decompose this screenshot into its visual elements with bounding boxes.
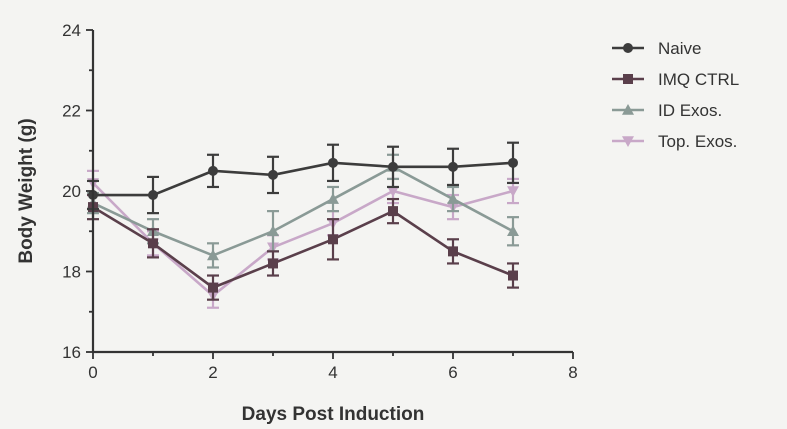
- x-tick-label: 4: [328, 363, 337, 382]
- x-tick-label: 6: [448, 363, 457, 382]
- data-point: [507, 186, 519, 197]
- data-point: [387, 186, 399, 197]
- legend-item-id-exos: ID Exos.: [612, 101, 722, 120]
- data-point: [507, 225, 519, 237]
- data-point: [207, 249, 219, 261]
- data-point: [267, 225, 279, 237]
- y-tick-label: 16: [62, 343, 81, 362]
- series-line: [93, 161, 514, 197]
- y-tick-label: 24: [62, 21, 81, 40]
- legend-label: IMQ CTRL: [658, 70, 739, 89]
- plot-area: [87, 141, 519, 309]
- y-axis-title: Body Weight (g): [16, 118, 37, 263]
- x-tick-label: 8: [568, 363, 577, 382]
- data-point: [327, 193, 339, 204]
- y-tick-label: 20: [62, 182, 81, 201]
- series-line: [92, 205, 514, 290]
- legend-label: Naive: [658, 39, 701, 58]
- legend-label: Top. Exos.: [658, 132, 737, 151]
- legend-marker: [623, 74, 633, 84]
- legend-item-naive: Naive: [612, 39, 701, 58]
- data-point: [208, 165, 218, 176]
- data-point: [448, 246, 458, 257]
- x-axis-title: Days Post Induction: [242, 404, 425, 425]
- data-point: [388, 161, 398, 172]
- data-point: [448, 161, 458, 172]
- x-tick-label: 0: [88, 363, 97, 382]
- data-point: [328, 157, 338, 168]
- data-point: [148, 238, 158, 249]
- y-tick-label: 22: [62, 102, 81, 121]
- data-point: [388, 206, 398, 217]
- series-line: [92, 165, 514, 257]
- legend-marker: [622, 104, 634, 115]
- data-point: [447, 193, 459, 204]
- data-point: [328, 234, 338, 245]
- data-point: [148, 190, 158, 201]
- data-point: [508, 270, 518, 281]
- legend-item-imq-ctrl: IMQ CTRL: [612, 70, 739, 89]
- x-tick-label: 2: [208, 363, 217, 382]
- data-point: [268, 258, 278, 269]
- data-point: [508, 157, 518, 168]
- legend-label: ID Exos.: [658, 101, 722, 120]
- data-point: [208, 282, 218, 293]
- data-point: [268, 169, 278, 180]
- y-tick-label: 18: [62, 263, 81, 282]
- legend-marker: [623, 43, 633, 53]
- legend-marker: [622, 136, 634, 147]
- legend: Naive IMQ CTRL ID Exos. Top. Exos.: [612, 39, 739, 151]
- legend-item-top-exos: Top. Exos.: [612, 132, 737, 151]
